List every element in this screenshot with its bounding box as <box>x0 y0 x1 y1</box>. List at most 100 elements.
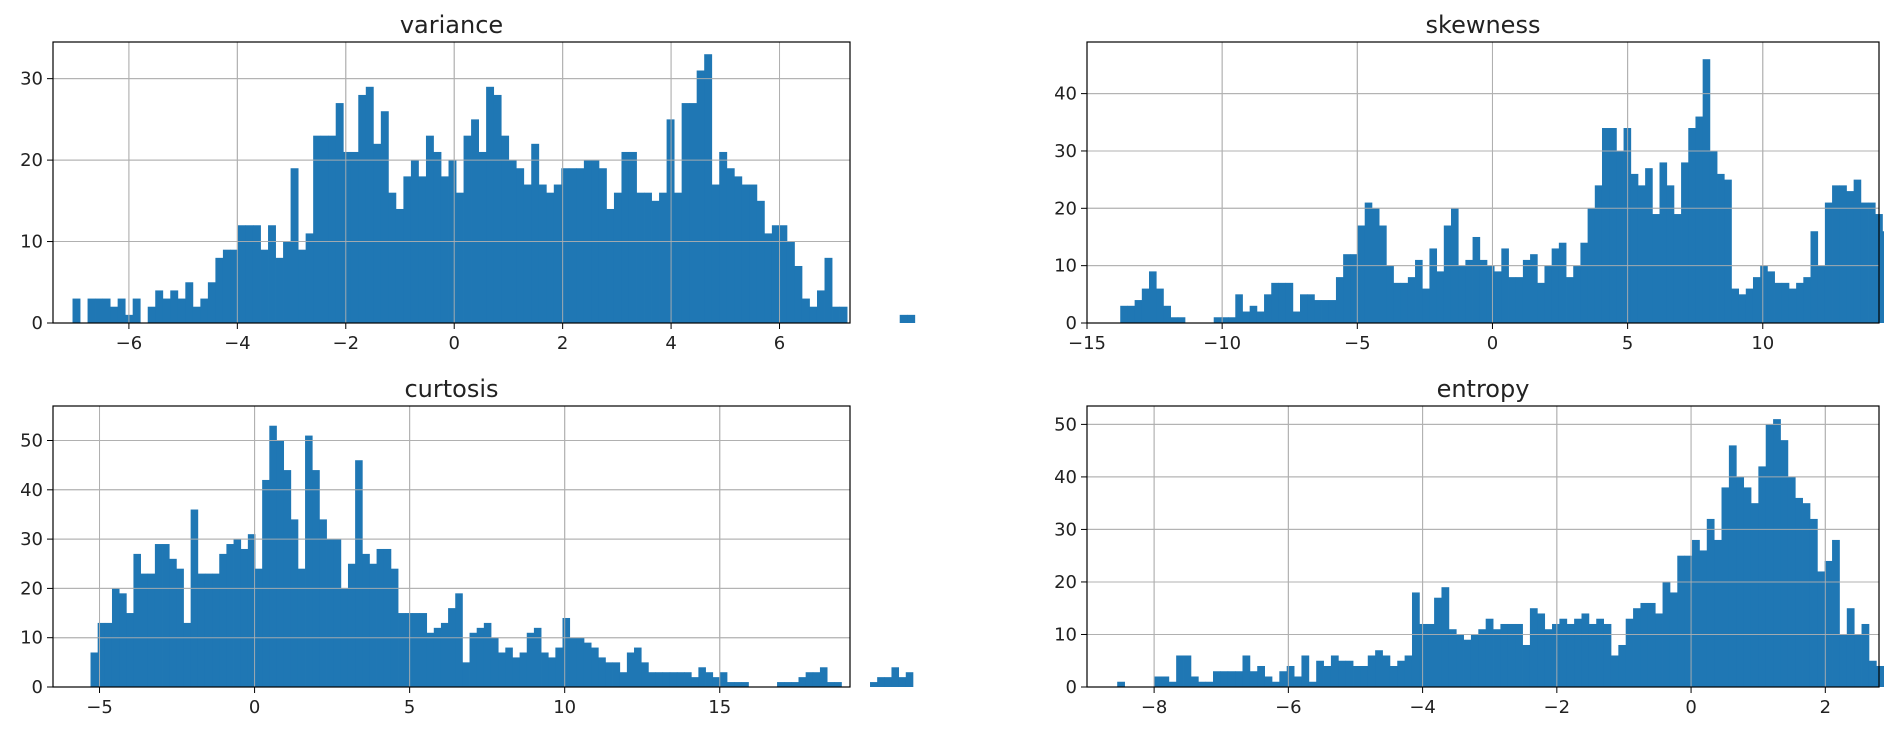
y-tick-label: 30 <box>1054 141 1077 162</box>
histogram-bar <box>801 298 810 323</box>
histogram-bar <box>1796 282 1804 323</box>
histogram-bar <box>1485 618 1494 687</box>
histogram-bar <box>1601 128 1610 323</box>
y-tick-label: 20 <box>20 578 43 599</box>
histogram-bar <box>1876 665 1884 687</box>
histogram-bar <box>1463 639 1472 687</box>
histogram-bar <box>1443 225 1452 323</box>
y-tick-label: 30 <box>1054 519 1077 540</box>
y-tick-label: 40 <box>1054 84 1077 105</box>
histogram-bar <box>734 682 742 687</box>
histogram-bar <box>641 662 649 687</box>
histogram-bar <box>606 208 615 323</box>
histogram-bar <box>476 627 485 687</box>
subplot-title: entropy <box>1437 375 1530 403</box>
histogram-bar <box>628 151 637 323</box>
histogram-bar <box>1286 665 1295 687</box>
histogram-bar <box>805 672 814 687</box>
histogram-bar <box>1407 277 1416 323</box>
histogram-bar <box>380 111 389 324</box>
histogram-bar <box>612 662 621 687</box>
subplot-variance: −6 −4 −2 0 2 4 6 0 10 20 30 variance <box>20 11 916 354</box>
histogram-bar <box>1335 277 1344 323</box>
histogram-bar <box>183 622 192 687</box>
histogram-bar <box>1515 277 1524 323</box>
histogram-bar <box>1767 271 1775 323</box>
x-tick-label: 0 <box>249 697 260 718</box>
histogram-bar <box>403 176 412 323</box>
histogram-bar <box>268 225 276 323</box>
histogram-bar <box>425 135 434 323</box>
histogram-bar <box>512 657 521 687</box>
histogram-bar <box>358 94 367 323</box>
histogram-bar <box>72 298 81 323</box>
histogram-bar <box>104 622 113 687</box>
y-tick-label: 10 <box>1054 624 1077 645</box>
x-tick-label: 6 <box>774 333 785 354</box>
histogram-bar <box>1882 231 1884 323</box>
histogram-bar <box>1566 623 1575 687</box>
histogram-bar <box>1364 202 1373 323</box>
histogram-bar <box>1501 248 1509 323</box>
histogram-bar <box>870 682 878 687</box>
histogram-bar <box>1515 623 1523 687</box>
histogram-bar <box>1588 623 1597 687</box>
histogram-bar <box>553 184 562 323</box>
histogram-bar <box>200 298 209 323</box>
histogram-bar <box>119 593 127 687</box>
histogram-bar <box>1522 259 1531 323</box>
histogram-bar <box>1688 128 1696 323</box>
histogram-bar <box>591 647 599 687</box>
histogram-bar <box>1493 629 1501 687</box>
y-tick-label: 0 <box>32 677 43 698</box>
histogram-bar <box>192 306 201 323</box>
histogram-bar <box>110 306 119 323</box>
histogram-bar <box>1537 613 1546 687</box>
histogram-bar <box>505 647 513 687</box>
histogram-bar <box>1404 655 1413 687</box>
histogram-bar <box>1839 634 1848 687</box>
histogram-bar <box>1300 294 1308 323</box>
x-tick-label: −4 <box>1409 697 1436 718</box>
histogram-bar <box>884 677 892 687</box>
histogram-bar <box>355 460 363 687</box>
histogram-bar <box>819 667 828 687</box>
histogram-bar <box>764 233 773 323</box>
histogram-bar <box>87 298 96 323</box>
y-tick-label: 50 <box>20 431 43 452</box>
histogram-bar <box>162 298 171 323</box>
histogram-bar <box>1271 282 1279 323</box>
histogram-bar <box>233 539 242 687</box>
histogram-bar <box>1213 317 1222 323</box>
histogram-bar <box>362 553 370 687</box>
histogram-bar <box>1666 185 1675 323</box>
histogram-bar <box>1228 317 1236 323</box>
histogram-bar <box>1868 202 1876 323</box>
histogram-bar <box>626 652 635 687</box>
histogram-bar <box>569 637 578 687</box>
histogram-bar <box>1618 644 1627 687</box>
histogram-bar <box>1559 618 1568 687</box>
histogram-bar <box>260 249 269 323</box>
histogram-bar <box>177 298 186 323</box>
histogram-bar <box>689 103 698 323</box>
histogram-bar <box>1610 655 1619 687</box>
histogram-bar <box>230 249 239 323</box>
histogram-bar <box>102 298 111 323</box>
histogram-bar <box>719 672 728 687</box>
histogram-bar <box>1860 202 1869 323</box>
y-tick-label: 10 <box>1054 256 1077 277</box>
histogram-bar <box>1594 185 1603 323</box>
histogram-bar <box>777 682 785 687</box>
histogram-bar <box>1249 671 1258 687</box>
histogram-bar <box>1655 613 1663 687</box>
histogram-bar <box>1220 317 1229 323</box>
histogram-bar <box>548 657 556 687</box>
histogram-bar <box>1323 665 1332 687</box>
histogram-bar <box>1154 676 1162 687</box>
histogram-bar <box>741 682 749 687</box>
histogram-bar <box>455 593 463 687</box>
histogram-bar <box>462 662 470 687</box>
y-tick-label: 0 <box>32 313 43 334</box>
histogram-bar <box>1640 602 1649 687</box>
